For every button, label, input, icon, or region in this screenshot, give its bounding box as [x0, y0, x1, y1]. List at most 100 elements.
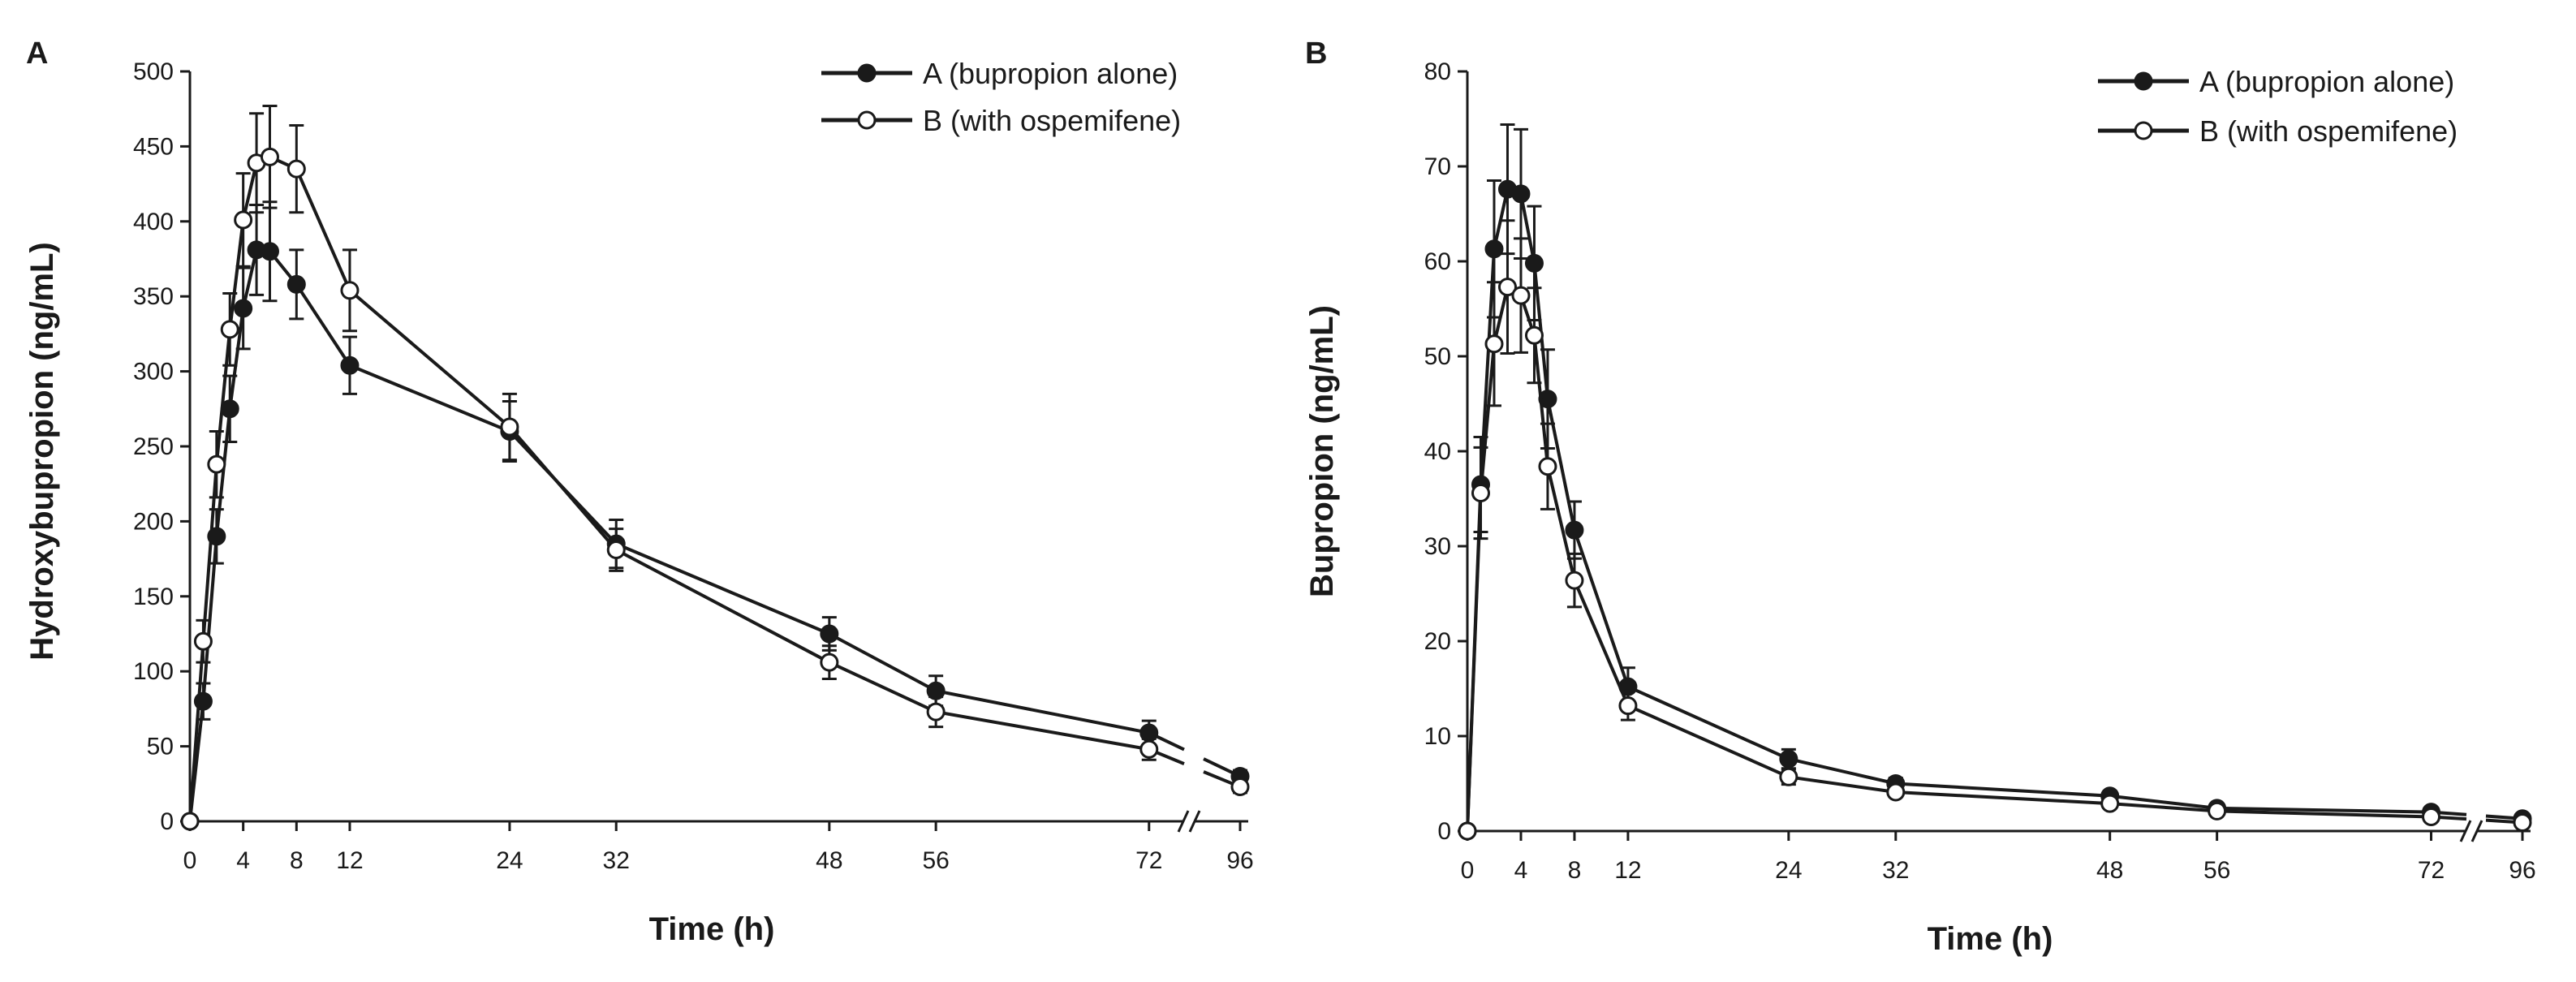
legend-a-series-b-label: B (with ospemifene)	[923, 104, 1181, 137]
panel-a-y-tick-label-100: 100	[133, 658, 174, 685]
panel-a-x-axis-title: Time (h)	[649, 911, 775, 947]
panel-b-series-b	[1458, 219, 2532, 841]
panel-a-series-b-point-0	[180, 812, 200, 831]
panel-a-x-tick-label-32: 32	[603, 847, 630, 874]
legend-b-series-a-label: A (bupropion alone)	[2199, 65, 2454, 98]
panel-b-series-b-point-1	[1471, 483, 1490, 502]
panel-b-series-a-point-2	[1484, 239, 1504, 259]
panel-b-y-tick-label-80: 80	[1424, 58, 1451, 85]
panel-b-x-tick-label-0: 0	[1461, 857, 1475, 884]
panel-a-series-b	[180, 105, 1250, 831]
panel-a-series-b-point-10	[606, 541, 626, 560]
panel-b-x-tick-label-4: 4	[1514, 857, 1528, 884]
panel-a-series-a-point-6	[260, 242, 279, 261]
panel-b-y-tick-label-30: 30	[1424, 533, 1451, 560]
panel-a-x-tick-label-24: 24	[496, 847, 523, 874]
panel-a-series-a-point-7	[286, 274, 306, 294]
panel-b-series-a-point-4	[1511, 184, 1531, 204]
panel-b-y-tick-label-20: 20	[1424, 628, 1451, 655]
panel-b-y-tick-label-60: 60	[1424, 248, 1451, 275]
panel-a-x-tick-label-56: 56	[922, 847, 949, 874]
panel-b-series-b-point-11	[2100, 794, 2120, 813]
panel-a-y-tick-label-250: 250	[133, 433, 174, 460]
panel-a-series-b-point-6	[260, 147, 279, 166]
panel-b-series-b-point-5	[1524, 325, 1544, 345]
panel-b-x-tick-label-8: 8	[1568, 857, 1582, 884]
panel-a-series-a-point-11	[820, 624, 839, 644]
panel-b-x-tick-label-96: 96	[2509, 857, 2535, 884]
panel-a-y-axis-title: Hydroxybupropion (ng/mL)	[24, 242, 60, 661]
panel-b-x-axis-break-mark-1	[2459, 820, 2472, 842]
panel-a-series-b-point-9	[500, 417, 519, 437]
panel-b-series-b-point-0	[1458, 821, 1477, 841]
panel-b-series-b-point-14	[2513, 812, 2532, 832]
panel-b-series-b-point-2	[1484, 334, 1504, 354]
panel-a-legend: A (bupropion alone) B (with ospemifene)	[821, 57, 1181, 137]
panel-b-x-tick-label-32: 32	[1882, 857, 1909, 884]
panel-b-x-tick-label-24: 24	[1775, 857, 1802, 884]
panel-a-series-a-point-4	[234, 299, 253, 318]
legend-b-series-b-label: B (with ospemifene)	[2199, 114, 2458, 148]
panel-b-series-b-point-3	[1497, 278, 1517, 297]
panel-a-x-tick-label-8: 8	[290, 847, 304, 874]
panel-b-series-b-point-10	[1886, 782, 1906, 802]
panel-b-label: B	[1305, 37, 1327, 71]
panel-b-series-b-point-9	[1779, 767, 1798, 786]
panel-a-series-b-point-3	[220, 320, 239, 339]
panel-a-series-b-point-8	[340, 281, 360, 300]
panel-a-y-tick-label-0: 0	[160, 808, 174, 835]
panel-a-y-tick-label-150: 150	[133, 584, 174, 610]
panel-b-series-b-point-4	[1511, 286, 1531, 305]
legend-a-series-a-label: A (bupropion alone)	[923, 57, 1178, 90]
panel-a-series-a-point-8	[340, 355, 360, 375]
panel-a-x-tick-label-48: 48	[816, 847, 842, 874]
panel-b-y-tick-label-70: 70	[1424, 153, 1451, 180]
panel-b-x-tick-label-56: 56	[2203, 857, 2230, 884]
panel-b-series-b-point-12	[2208, 801, 2227, 820]
panel-a-y-tick-label-50: 50	[147, 734, 174, 760]
panel-a-x-tick-label-72: 72	[1135, 847, 1162, 874]
panel-a-series-b-point-13	[1139, 739, 1159, 759]
panel-b-legend: A (bupropion alone) B (with ospemifene)	[2098, 65, 2458, 148]
panel-a-y-tick-label-450: 450	[133, 133, 174, 160]
panel-a-y-tick-label-400: 400	[133, 209, 174, 235]
panel-a-series-b-point-14	[1230, 777, 1250, 796]
panel-a-x-tick-label-0: 0	[183, 847, 197, 874]
legend-b-series-a-marker	[2134, 71, 2153, 91]
panel-a-x-axis-break-mark-2	[1188, 810, 1201, 833]
panel-a-x-tick-label-96: 96	[1226, 847, 1253, 874]
panel-b-x-tick-label-12: 12	[1614, 857, 1641, 884]
panel-b-y-tick-label-10: 10	[1424, 723, 1451, 750]
panel-b-x-axis-title: Time (h)	[1928, 921, 2053, 957]
panel-b-series-a-point-7	[1565, 520, 1584, 540]
panel-a-x-tick-label-12: 12	[336, 847, 363, 874]
panel-a-series-b-point-12	[926, 702, 946, 721]
panel-b-y-tick-label-50: 50	[1424, 343, 1451, 370]
panel-a-series-b-point-2	[207, 454, 226, 474]
panel-b-x-axis-break-mark-2	[2470, 820, 2483, 842]
panel-a-y-tick-label-300: 300	[133, 359, 174, 385]
panel-b-series-b-point-8	[1618, 696, 1638, 716]
panel-a-x-tick-label-4: 4	[236, 847, 250, 874]
panel-a-series-b-point-1	[193, 631, 213, 651]
legend-a-series-b-marker	[857, 110, 877, 130]
panel-a-series-b-point-11	[820, 653, 839, 672]
panel-b-y-axis-title: Bupropion (ng/mL)	[1304, 305, 1340, 597]
panel-b-y-tick-label-0: 0	[1437, 818, 1451, 845]
panel-b-x-tick-label-48: 48	[2096, 857, 2123, 884]
panel-a-x-axis-break-mark-1	[1177, 810, 1190, 833]
panel-b-series-b-point-13	[2422, 807, 2441, 826]
panel-b-series-a-point-9	[1779, 749, 1798, 769]
panel-a-y-tick-label-200: 200	[133, 508, 174, 535]
legend-b-series-b-marker	[2134, 121, 2153, 140]
panel-a-series-b-point-7	[286, 159, 306, 179]
legend-a-series-a-marker	[857, 63, 877, 83]
panel-b-series-b-point-6	[1538, 457, 1557, 476]
panel-a-series-b-point-4	[234, 210, 253, 230]
panel-a-y-tick-label-500: 500	[133, 58, 174, 85]
